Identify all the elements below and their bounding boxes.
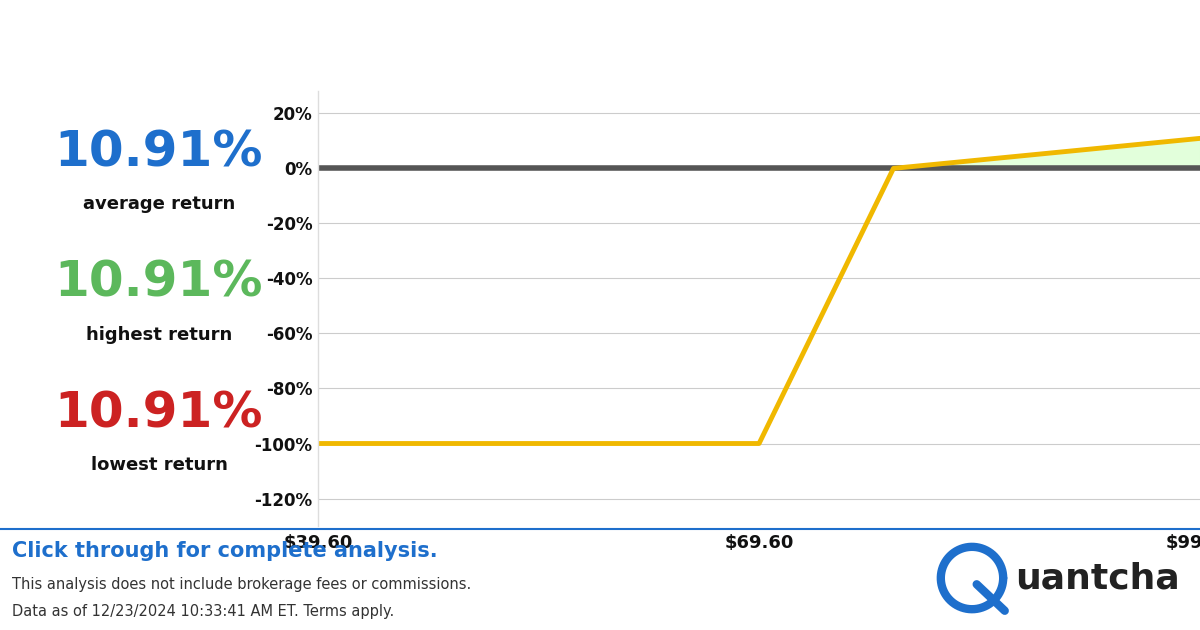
Text: Data as of 12/23/2024 10:33:41 AM ET. Terms apply.: Data as of 12/23/2024 10:33:41 AM ET. Te… [12, 604, 395, 619]
Text: Click through for complete analysis.: Click through for complete analysis. [12, 541, 438, 561]
Text: 10.91%: 10.91% [55, 259, 263, 307]
Text: average return: average return [83, 195, 235, 214]
Text: 10.91%: 10.91% [55, 389, 263, 437]
Text: uantcha: uantcha [1015, 561, 1180, 595]
Text: lowest return: lowest return [90, 456, 228, 474]
Text: This analysis does not include brokerage fees or commissions.: This analysis does not include brokerage… [12, 576, 472, 592]
Text: PALANTIR TECHNOLOGIES INC. CLASS A (PLT: PALANTIR TECHNOLOGIES INC. CLASS A (PLT [10, 29, 1048, 71]
Text: Bull Call Spread analysis for $78.74-$98.60 model on 31-Jan-2025: Bull Call Spread analysis for $78.74-$98… [10, 50, 620, 73]
Text: highest return: highest return [86, 326, 232, 344]
Text: 10.91%: 10.91% [55, 129, 263, 176]
Ellipse shape [941, 547, 1003, 609]
